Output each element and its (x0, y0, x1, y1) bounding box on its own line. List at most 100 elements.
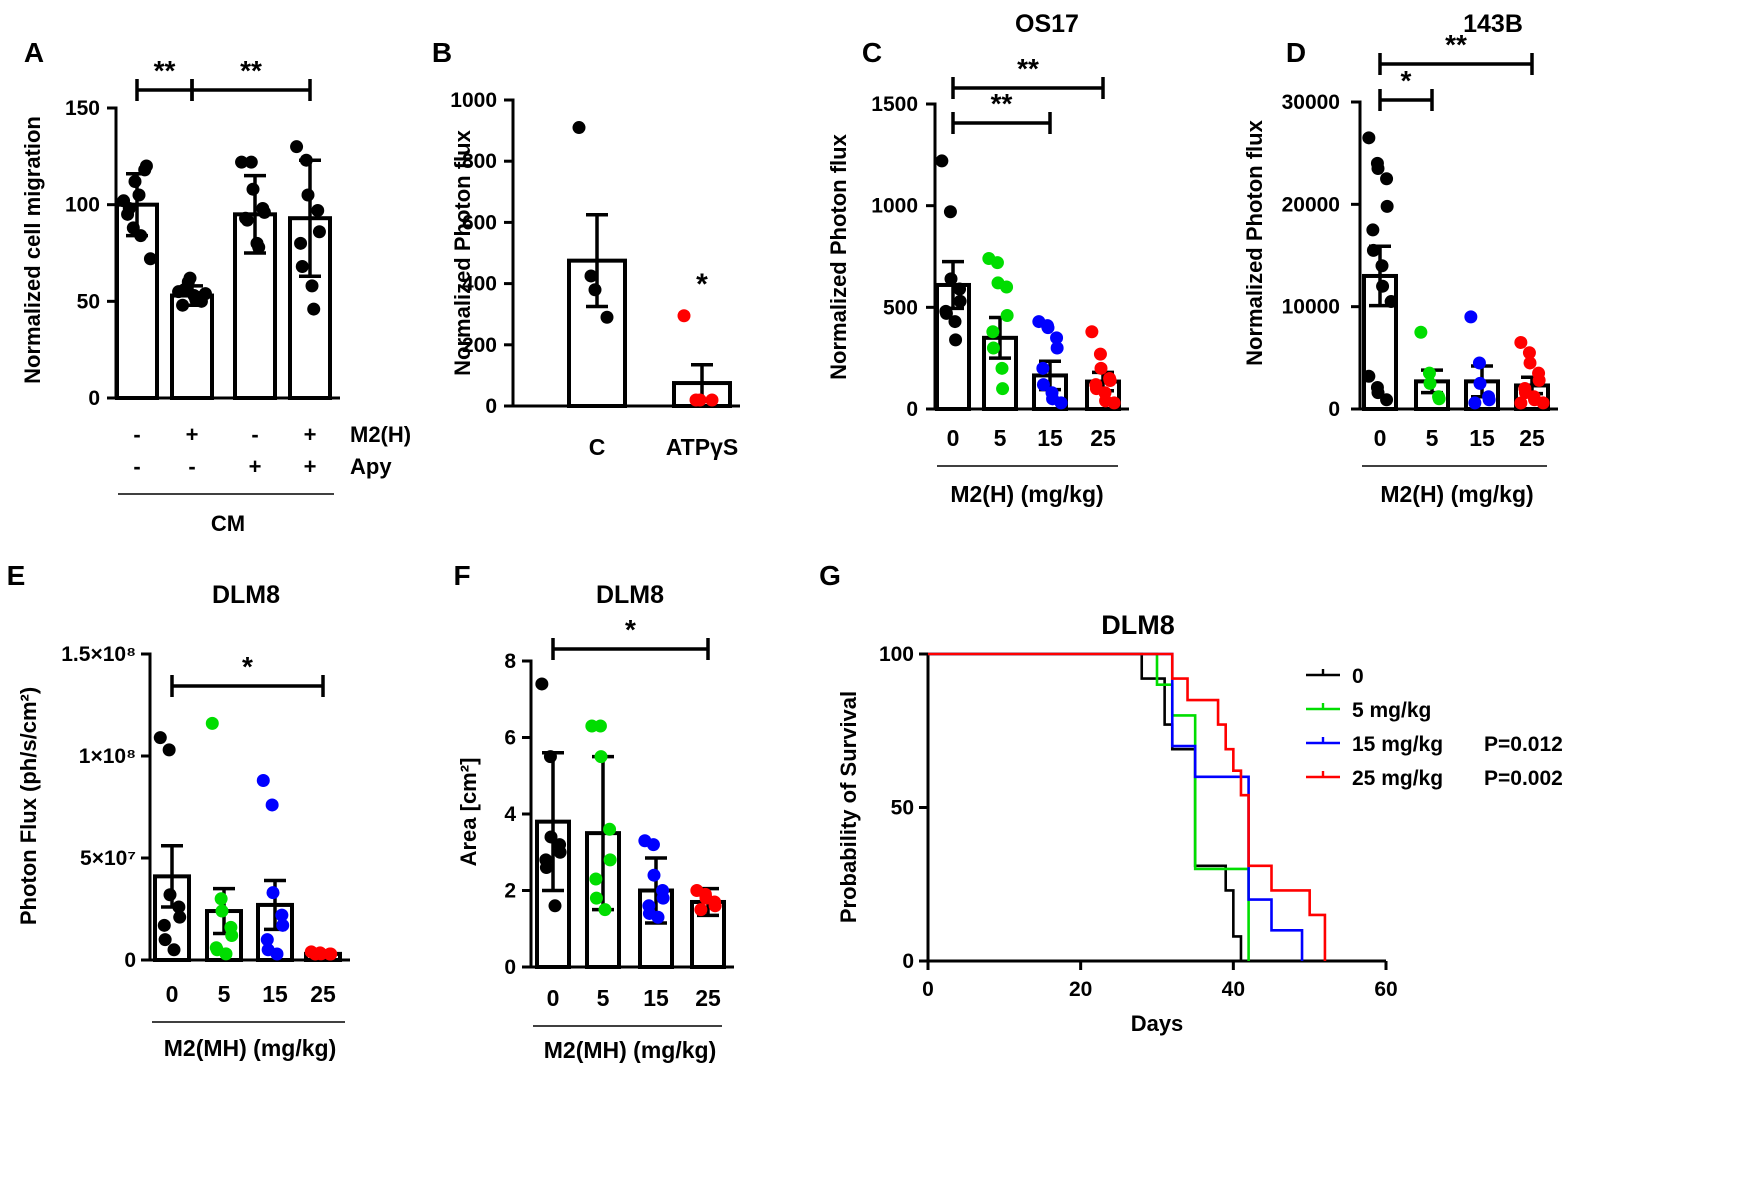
y-tick-label: 1.5×10⁸ (61, 643, 136, 666)
y-tick-label: 0 (504, 956, 516, 979)
data-point (1482, 393, 1496, 407)
data-point (1473, 376, 1487, 390)
data-point (275, 908, 289, 922)
y-axis: 0 10000 20000 30000 Normalized Photon flux (1242, 91, 1558, 421)
data-point (299, 153, 313, 167)
x-tick-label: 20 (1069, 978, 1092, 1001)
data-point (694, 903, 708, 917)
y-tick-label: 20000 (1282, 193, 1340, 216)
data-point (1036, 378, 1050, 392)
panel-D: D 0 10000 20000 30000 Normalized Photon flux 1… (1242, 10, 1558, 507)
y-tick-label: 8 (504, 650, 516, 673)
data-point (143, 252, 157, 266)
panel-C: C 0 500 1000 1500 Normalized Photon flux OS17 0… (826, 10, 1129, 507)
x-tick-label: 40 (1222, 978, 1245, 1001)
y-tick-label: 100 (65, 194, 100, 217)
data-point (943, 205, 957, 219)
data-point (594, 750, 608, 764)
data-point (295, 260, 309, 274)
survival-curve (928, 652, 1327, 961)
data-point (589, 891, 603, 905)
panel-label-F: F (453, 560, 470, 591)
bar (170, 293, 214, 400)
significance-label: ** (240, 55, 262, 86)
legend-label: 15 mg/kg (1352, 733, 1443, 756)
y-tick-label: 800 (462, 150, 497, 173)
p-value: P=0.012 (1484, 733, 1563, 756)
data-point (548, 899, 562, 913)
panel-G: G 0 50 100 0 20 40 60 Days Probability of Surviva… (819, 560, 1563, 1036)
data-point (252, 240, 266, 254)
y-tick-label: 400 (462, 273, 497, 296)
panel-A: A 0 50 100 150 Normalized cell migration - + - + M… (20, 37, 411, 536)
significance-bracket: ** (951, 53, 1105, 99)
y-axis-title: Photon Flux (ph/s/cm²) (16, 687, 41, 925)
y-tick-label: 0 (1328, 398, 1340, 421)
y-tick-label: 1×10⁸ (79, 745, 136, 768)
condition-sign: + (304, 422, 317, 447)
data-point (198, 287, 212, 301)
data-point (1000, 308, 1014, 322)
data-point (996, 382, 1010, 396)
y-tick-label: 100 (879, 643, 914, 666)
y-tick-label: 30000 (1282, 91, 1340, 114)
data-point (544, 830, 558, 844)
significance-bracket: ** (135, 55, 194, 101)
data-point (257, 205, 271, 219)
data-point (324, 947, 338, 961)
data-point (1414, 325, 1428, 339)
y-axis-title: Normalized Photon flux (450, 129, 475, 375)
data-point (1371, 162, 1385, 176)
x-tick-label: 25 (310, 981, 336, 1007)
x-tick-label: 5 (1426, 425, 1439, 451)
data-point (598, 903, 612, 917)
data-point (162, 743, 176, 757)
y-tick-label: 50 (77, 290, 100, 313)
data-point (944, 272, 958, 286)
data-point (189, 292, 203, 306)
data-point (1376, 279, 1390, 293)
data-point (290, 140, 304, 154)
y-tick-label: 500 (883, 296, 918, 319)
axes: 0 50 100 0 20 40 60 (879, 643, 1398, 1001)
panel-label-E: E (7, 560, 26, 591)
data-point (1514, 335, 1528, 349)
data-point (939, 306, 953, 320)
data-point (308, 947, 322, 961)
significance-label: ** (1445, 29, 1467, 60)
chart-title: OS17 (1015, 10, 1079, 38)
data-point (205, 716, 219, 730)
data-point (301, 188, 315, 202)
data-point (265, 798, 279, 812)
data-point (1041, 321, 1055, 335)
data-point (1536, 396, 1550, 410)
data-point (990, 256, 1004, 270)
panel-F: F 0 2 4 6 8 Area [cm²] DLM8 0 5 15 25 M2(MH) (mg/kg)… (453, 560, 734, 1063)
data-point (215, 904, 229, 918)
data-point (177, 283, 191, 297)
x-tick-label: 25 (1090, 425, 1116, 451)
data-point (1380, 199, 1394, 213)
data-point (163, 888, 177, 902)
data-point (294, 236, 308, 250)
data-point (1472, 356, 1486, 370)
data-point (1054, 396, 1068, 410)
significance-bracket: ** (190, 55, 312, 101)
data-point (1362, 369, 1376, 383)
data-point (646, 838, 660, 852)
data-point (1371, 386, 1385, 400)
data-point (158, 933, 172, 947)
data-point (935, 154, 949, 168)
condition-name: M2(H) (350, 422, 411, 447)
legend-label: 5 mg/kg (1352, 699, 1431, 722)
legend-entry: 0 (1306, 665, 1364, 688)
data-point (986, 325, 1000, 339)
data-point (535, 677, 549, 691)
x-tick-label: 25 (695, 985, 721, 1011)
x-tick-label: 15 (1037, 425, 1063, 451)
data-point (240, 213, 254, 227)
significance-bracket: ** (1378, 29, 1534, 75)
y-axis: 0 500 1000 1500 Normalized Photon flux (826, 93, 1129, 421)
panel-label-D: D (1286, 37, 1306, 68)
